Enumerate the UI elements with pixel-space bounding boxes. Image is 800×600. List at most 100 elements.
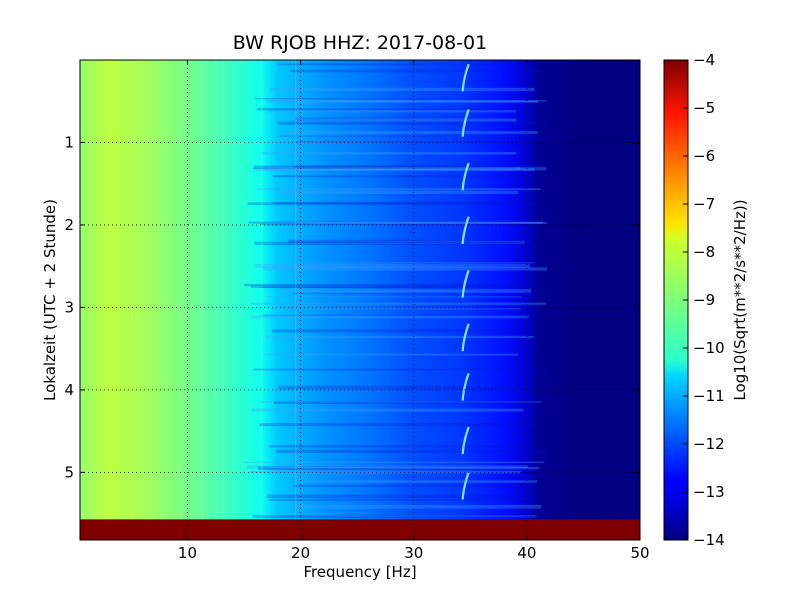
grid-lines (80, 60, 640, 540)
plot-frame (79, 59, 641, 541)
time-stripe (258, 468, 524, 471)
time-stripe (277, 63, 531, 66)
frequency-line (201, 60, 203, 520)
time-stripe (293, 292, 536, 294)
time-stripe (264, 353, 519, 356)
y-axis-ticks: 1 2 3 4 5 (64, 133, 640, 481)
time-stripe (250, 285, 524, 288)
time-stripe (291, 69, 545, 73)
time-stripe (248, 221, 547, 224)
colorbar-tick-label: −13 (693, 483, 725, 501)
time-stripe (254, 264, 530, 268)
time-stripe (261, 151, 517, 155)
frequency-line (179, 60, 182, 520)
time-stripe (257, 466, 537, 469)
time-stripe (276, 449, 547, 453)
time-stripe (259, 401, 542, 403)
time-stripe (283, 130, 538, 135)
time-stripe (288, 239, 533, 244)
time-stripe (272, 466, 540, 470)
time-stripe (267, 101, 539, 103)
y-tick-label: 2 (64, 216, 74, 234)
tonal-line-segment (461, 63, 470, 92)
time-stripe (260, 223, 543, 226)
time-stripe (262, 314, 528, 316)
frequency-line (294, 60, 297, 520)
x-tick-label: 50 (630, 544, 649, 562)
time-stripe (273, 401, 537, 404)
x-axis-label: Frequency [Hz] (303, 563, 416, 581)
time-stripe (294, 165, 548, 169)
tonal-line-segment (461, 162, 470, 191)
time-stripe (297, 140, 549, 143)
time-stripe (277, 121, 549, 125)
y-axis-label: Lokalzeit (UTC + 2 Stunde) (41, 199, 59, 401)
spectrogram-image (80, 60, 640, 540)
time-stripe (251, 315, 529, 319)
time-stripe (247, 202, 537, 206)
y-tick-label: 5 (64, 463, 74, 481)
time-stripe (299, 262, 535, 264)
y-tick-label: 1 (64, 133, 74, 151)
time-stripe (261, 166, 547, 171)
time-stripe (262, 166, 521, 170)
colorbar-tick-label: −7 (693, 195, 715, 213)
time-stripe (278, 385, 527, 390)
time-stripe (252, 515, 539, 518)
time-stripe (267, 110, 516, 113)
time-stripe (244, 461, 545, 464)
time-stripe (246, 465, 529, 469)
x-tick-label: 30 (404, 544, 423, 562)
time-stripe (254, 241, 528, 246)
time-stripe (266, 296, 522, 298)
y-tick-label: 4 (64, 381, 74, 399)
time-stripe (292, 484, 531, 488)
tonal-line-segment (461, 269, 470, 298)
time-stripe (270, 308, 521, 310)
time-stripe (268, 498, 533, 501)
time-stripe (273, 201, 535, 204)
x-tick-label: 20 (291, 544, 310, 562)
time-stripe (269, 87, 535, 92)
time-stripe (267, 494, 519, 498)
time-stripe (253, 222, 547, 224)
chart-title: BW RJOB HHZ: 2017-08-01 (233, 32, 487, 54)
plot-area (80, 60, 640, 540)
time-stripe (300, 480, 538, 483)
time-stripe (279, 135, 519, 137)
time-stripe (282, 289, 532, 293)
time-stripe (263, 267, 548, 271)
colorbar-tick-label: −8 (693, 243, 715, 261)
time-stripe (252, 167, 535, 172)
time-stripe (253, 165, 517, 170)
colorbar-tick-label: −9 (693, 291, 715, 309)
time-stripe (293, 515, 536, 518)
time-stripe (257, 188, 541, 191)
time-stripe (268, 445, 525, 448)
time-stripe (254, 98, 526, 100)
time-stripes (244, 63, 550, 518)
colorbar-tick-label: −12 (693, 435, 725, 453)
time-stripe (299, 221, 544, 224)
x-axis-ticks: 10 20 30 40 50 (178, 60, 650, 562)
time-stripe (271, 329, 519, 333)
tonal-line-segment (461, 471, 470, 500)
colorbar-tick-label: −11 (693, 387, 725, 405)
frequency-line (261, 60, 263, 520)
time-stripe (268, 100, 539, 103)
colorbar-tick-label: −10 (693, 339, 725, 357)
tonal-line-segment (461, 216, 470, 244)
time-stripe (253, 368, 550, 371)
time-stripe (272, 175, 527, 178)
time-stripe (259, 286, 533, 289)
y-tick-label: 3 (64, 298, 74, 316)
tonal-line-segment (461, 323, 470, 352)
x-tick-label: 40 (517, 544, 536, 562)
time-stripe (265, 100, 547, 102)
time-stripe (250, 302, 547, 305)
time-stripe (259, 422, 536, 427)
x-tick-label: 10 (178, 544, 197, 562)
colorbar-tick-label: −6 (693, 147, 715, 165)
time-stripe (285, 240, 525, 244)
